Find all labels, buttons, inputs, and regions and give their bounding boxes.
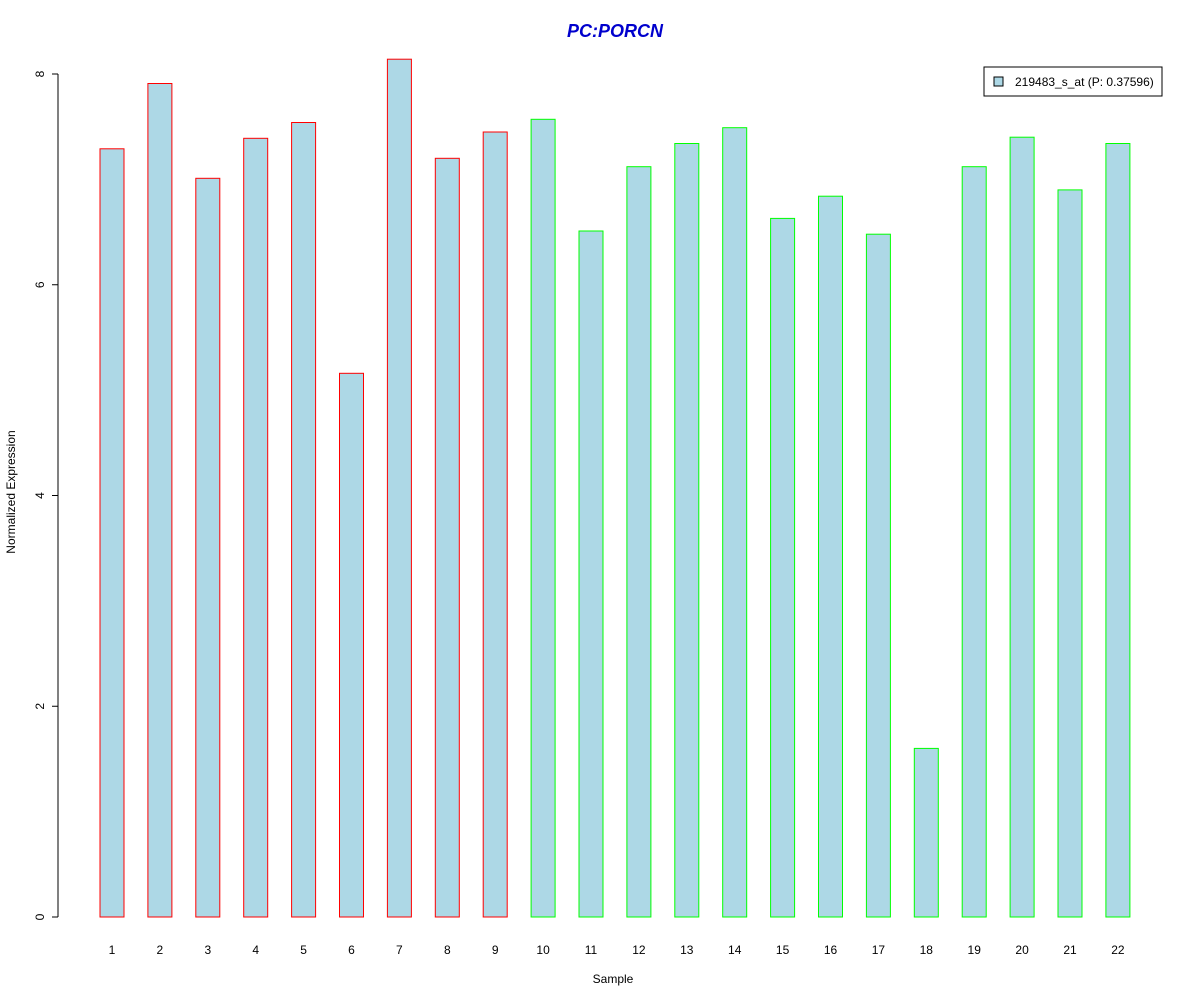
x-tick-label: 10 [536,943,550,957]
x-tick-label: 19 [968,943,982,957]
legend: 219483_s_at (P: 0.37596) [983,66,1163,97]
bar-sample-3 [195,177,221,918]
bar-sample-17 [865,233,891,918]
x-tick-label: 2 [157,943,164,957]
y-tick-label: 6 [33,281,47,288]
x-tick-label: 14 [728,943,742,957]
x-tick-label: 5 [300,943,307,957]
y-tick-label: 0 [33,913,47,920]
x-axis-labels: 1 2 3 4 5 6 7 8 9 10 11 12 13 14 15 16 17 18 19 20 21 22 [109,943,1125,957]
bar-sample-12 [626,166,652,918]
x-tick-label: 16 [824,943,838,957]
bar-sample-19 [961,166,987,918]
bar-sample-6 [339,372,364,918]
x-tick-label: 11 [585,943,598,957]
x-tick-label: 1 [109,943,116,957]
bar-sample-20 [1009,136,1035,918]
x-tick-label: 6 [348,943,355,957]
bar-sample-10 [530,118,556,918]
x-tick-label: 20 [1015,943,1029,957]
x-axis-title: Sample [593,972,634,986]
bar-sample-8 [434,157,460,918]
bar-sample-2 [147,83,173,918]
chart-title: PC:PORCN [567,21,664,41]
x-tick-label: 18 [920,943,934,957]
bar-sample-7 [386,58,412,918]
legend-label: 219483_s_at (P: 0.37596) [1015,75,1154,89]
x-tick-label: 12 [632,943,646,957]
x-tick-label: 13 [680,943,694,957]
y-axis-title: Normalized Expression [4,430,18,553]
bar-sample-16 [818,195,843,918]
bar-sample-13 [674,143,700,918]
bars [99,58,1131,918]
x-tick-label: 9 [492,943,499,957]
bar-sample-5 [291,122,317,918]
bar-sample-18 [913,747,939,918]
legend-box [983,66,1163,97]
bar-sample-22 [1105,143,1131,918]
x-tick-label: 8 [444,943,451,957]
legend-swatch [993,76,1004,87]
bar-sample-14 [722,127,748,918]
x-tick-label: 3 [204,943,211,957]
x-tick-label: 7 [396,943,403,957]
bar-sample-11 [578,230,604,918]
bar-sample-4 [243,137,269,918]
y-tick-label: 2 [33,703,47,710]
y-axis: 0 2 4 6 8 [33,70,59,920]
bar-sample-21 [1057,189,1083,918]
x-tick-label: 4 [252,943,259,957]
x-tick-label: 17 [872,943,886,957]
x-tick-label: 21 [1063,943,1077,957]
x-tick-label: 22 [1111,943,1125,957]
y-tick-label: 4 [33,492,47,499]
bar-sample-15 [770,217,796,918]
bar-sample-1 [99,148,125,918]
x-tick-label: 15 [776,943,790,957]
bar-sample-9 [482,131,508,918]
y-tick-label: 8 [33,70,47,77]
